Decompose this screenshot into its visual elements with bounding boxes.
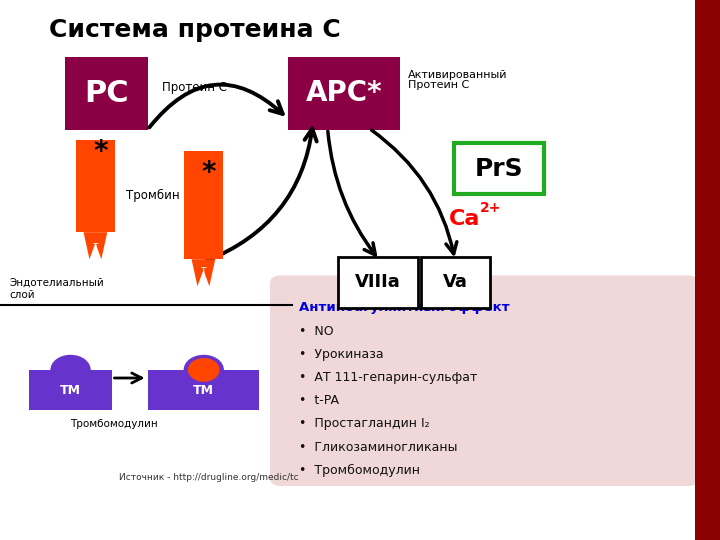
Bar (76, 140, 115, 232)
Text: АРС*: АРС* (305, 79, 382, 107)
FancyBboxPatch shape (421, 256, 490, 308)
Text: т: т (201, 265, 207, 275)
Text: VIIIa: VIIIa (355, 273, 401, 291)
Circle shape (188, 358, 220, 382)
Text: PrS: PrS (474, 157, 523, 181)
Text: •  NO: • NO (299, 325, 333, 338)
Text: Тромбомодулин: Тромбомодулин (71, 419, 158, 429)
Text: Активированный: Активированный (408, 70, 508, 79)
Bar (184, 151, 223, 259)
Text: *: * (202, 159, 216, 187)
Text: Антикоагулянтный эффект: Антикоагулянтный эффект (299, 301, 510, 314)
Text: т: т (93, 241, 98, 251)
Bar (29, 370, 112, 410)
Text: •  АТ 111-гепарин-сульфат: • АТ 111-гепарин-сульфат (299, 371, 477, 384)
Text: •  Гликозаминогликаны: • Гликозаминогликаны (299, 441, 457, 454)
FancyBboxPatch shape (454, 143, 544, 194)
Text: Тромбин: Тромбин (126, 189, 179, 202)
Text: •  Простагландин I₂: • Простагландин I₂ (299, 417, 429, 430)
Circle shape (50, 355, 91, 385)
Text: Ca: Ca (449, 208, 480, 229)
Text: *: * (94, 138, 108, 166)
Text: ТМ: ТМ (60, 384, 81, 397)
Text: Эндотелиальный
слой: Эндотелиальный слой (9, 278, 104, 300)
Text: •  Урокиназа: • Урокиназа (299, 348, 384, 361)
Bar (288, 57, 400, 130)
Text: •  Тромбомодулин: • Тромбомодулин (299, 464, 420, 477)
Text: ТМ: ТМ (193, 384, 215, 397)
Text: 2+: 2+ (480, 201, 502, 215)
Bar (65, 57, 148, 130)
Text: •  t-PA: • t-PA (299, 394, 339, 407)
Circle shape (184, 355, 224, 385)
Text: Система протеина С: Система протеина С (48, 18, 341, 42)
FancyBboxPatch shape (338, 256, 418, 308)
Polygon shape (76, 232, 115, 259)
Bar (695, 0, 720, 540)
Bar (148, 370, 259, 410)
Text: Протеин С: Протеин С (408, 80, 469, 90)
FancyBboxPatch shape (270, 275, 698, 486)
Text: Источник - http://drugline.org/medic/tc: Источник - http://drugline.org/medic/tc (119, 474, 298, 482)
Polygon shape (184, 259, 223, 286)
Text: РС: РС (84, 79, 128, 108)
Text: Протеин С: Протеин С (162, 81, 227, 94)
Text: Va: Va (443, 273, 468, 291)
